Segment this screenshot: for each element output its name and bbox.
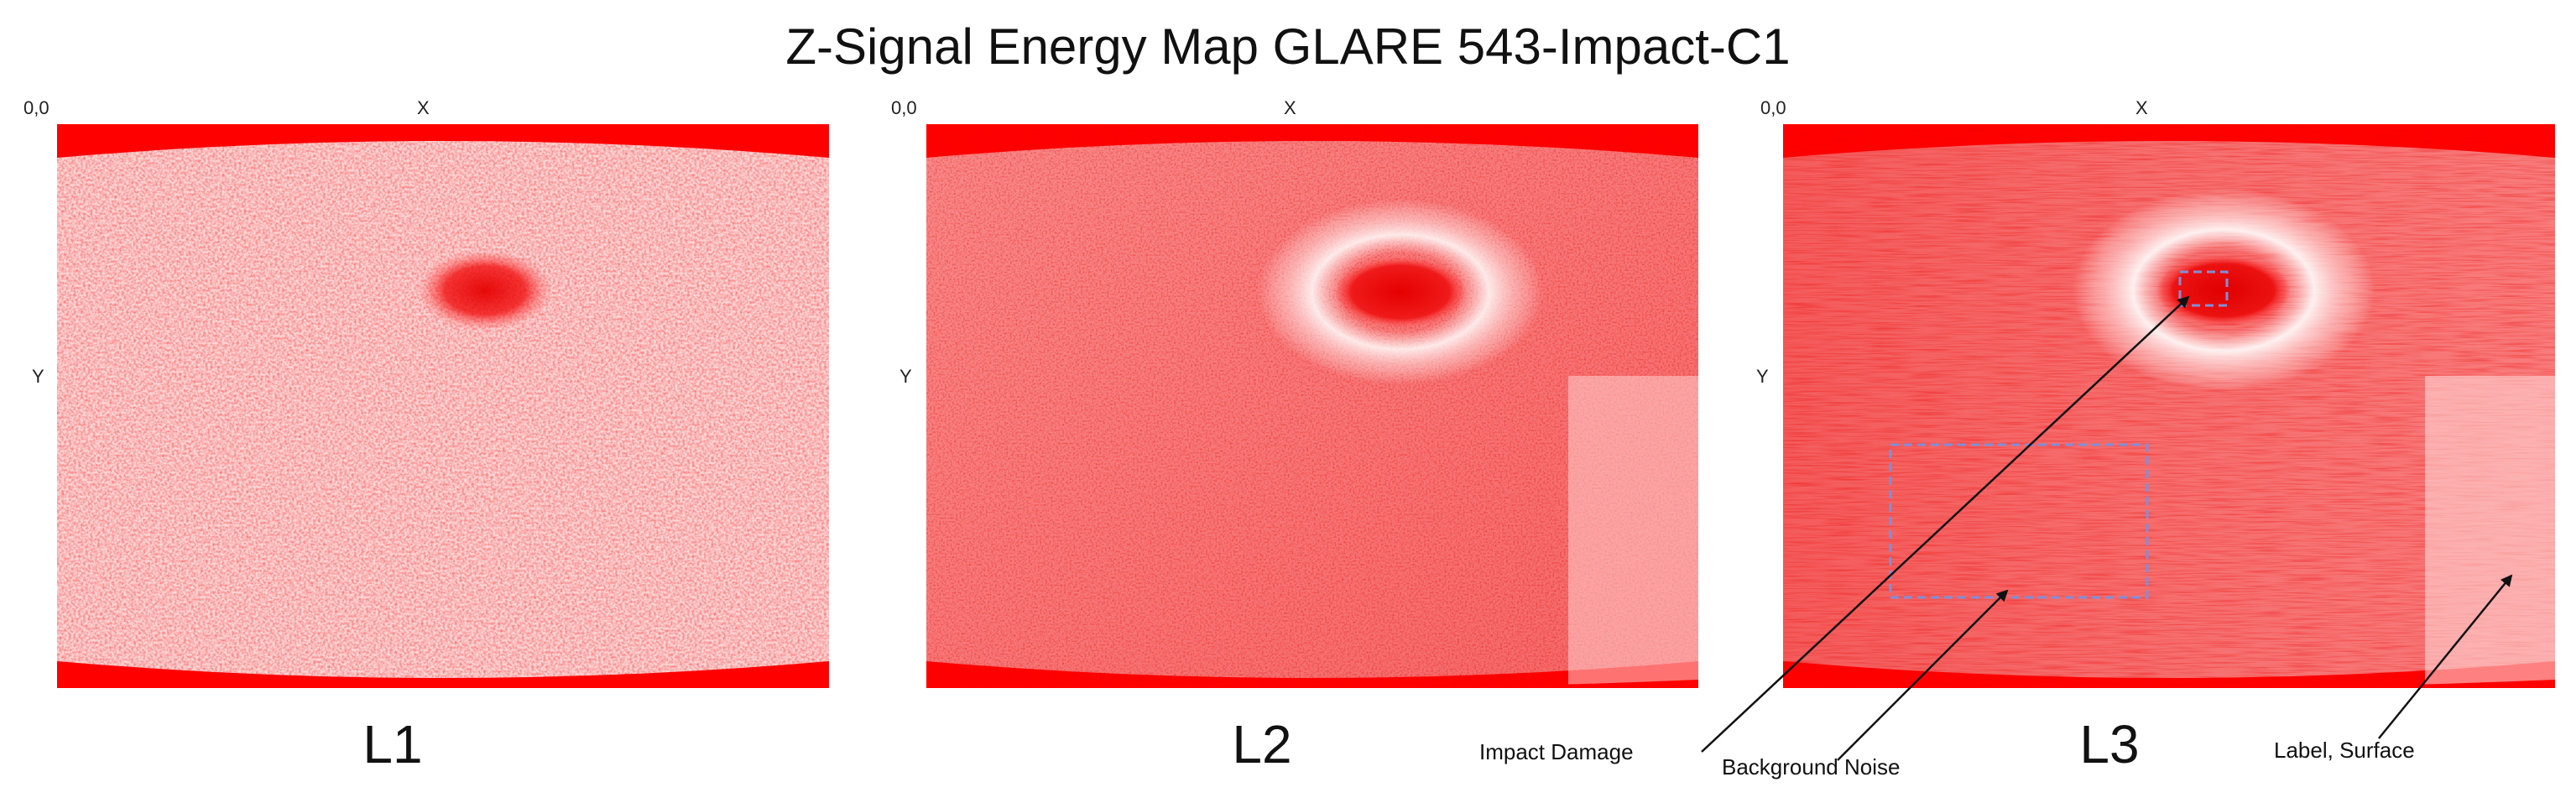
label-surface-annotation: Label, Surface [2274, 738, 2415, 763]
panel-l3 [1783, 124, 2555, 688]
panel-l1-energy-map [57, 124, 829, 688]
panel-l3-label: L3 [2079, 714, 2140, 774]
panel-l3-origin-label: 0,0 [1760, 97, 1786, 118]
panel-l1-label: L1 [362, 714, 423, 774]
background-noise-annotation: Background Noise [1722, 754, 1901, 780]
panel-l3-x-axis-label: X [2135, 97, 2148, 118]
panel-l2-label: L2 [1232, 714, 1292, 774]
panel-l2 [926, 124, 1698, 688]
panel-l3-label-region [2425, 376, 2555, 688]
panel-l2-x-axis-label: X [1284, 97, 1296, 118]
panel-l3-impact-spot [2156, 255, 2291, 326]
panel-l1 [57, 124, 829, 688]
panel-l2-origin-label: 0,0 [891, 97, 917, 118]
panel-l2-y-axis-label: Y [900, 366, 912, 387]
figure-title: Z-Signal Energy Map GLARE 543-Impact-C1 [785, 18, 1791, 75]
panel-l1-origin-label: 0,0 [23, 97, 50, 118]
panel-l2-energy-map [926, 124, 1698, 688]
panel-l1-x-axis-label: X [417, 97, 430, 118]
panel-l3-y-axis-label: Y [1756, 366, 1769, 387]
panel-l1-impact-spot [418, 250, 552, 331]
panel-l2-label-region [1568, 376, 1698, 688]
impact-damage-annotation: Impact Damage [1479, 739, 1634, 764]
panel-l3-energy-map [1783, 124, 2555, 688]
panel-l2-impact-spot [1335, 257, 1466, 327]
panel-l1-y-axis-label: Y [32, 366, 44, 387]
